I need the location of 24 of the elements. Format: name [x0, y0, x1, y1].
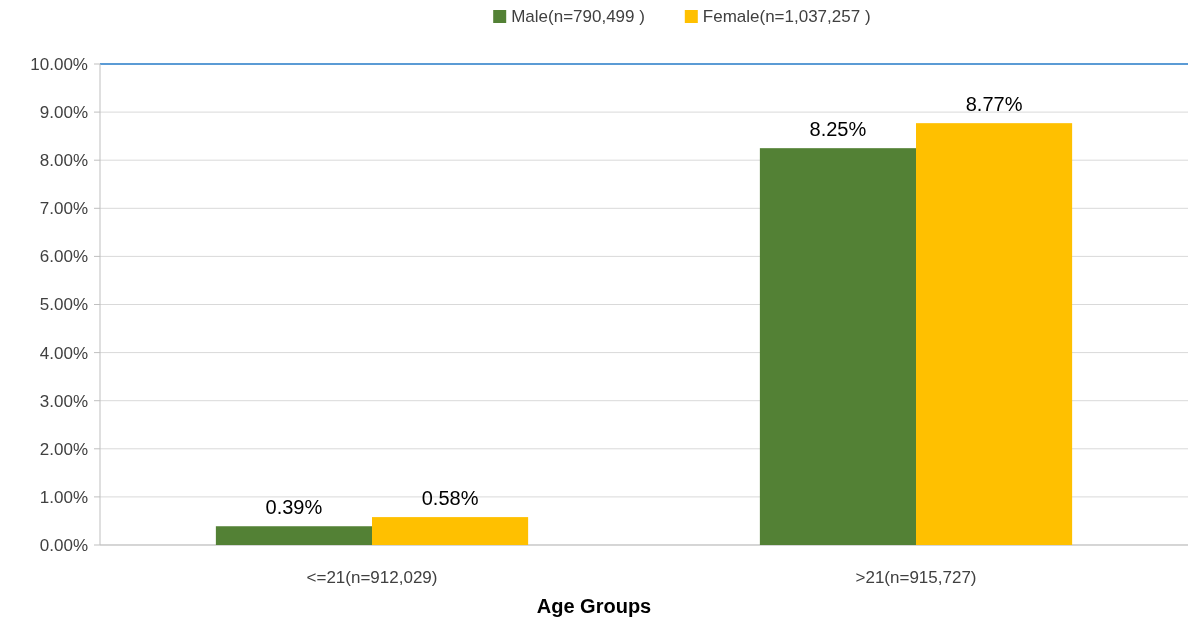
- bar: [916, 123, 1073, 545]
- y-tick-label: 5.00%: [39, 295, 88, 315]
- data-label: 8.77%: [965, 93, 1023, 116]
- bar: [372, 517, 529, 545]
- y-tick-label: 7.00%: [39, 199, 88, 219]
- y-tick-label: 0.00%: [39, 535, 88, 555]
- x-tick-label: >21(n=915,727): [855, 568, 977, 587]
- legend-label: Female(n=1,037,257 ): [702, 7, 871, 26]
- x-axis-title: Age Groups: [536, 595, 652, 617]
- y-tick-label: 6.00%: [39, 247, 88, 267]
- y-tick-label: 3.00%: [39, 391, 88, 411]
- y-tick-label: 2.00%: [39, 439, 88, 459]
- y-tick-label: 1.00%: [39, 487, 88, 507]
- data-label: 8.25%: [809, 118, 867, 141]
- legend-label: Male(n=790,499 ): [511, 7, 645, 26]
- y-tick-label: 10.00%: [30, 54, 88, 74]
- y-tick-label: 4.00%: [39, 343, 88, 363]
- bar: [759, 148, 916, 545]
- data-label: 0.58%: [421, 487, 479, 510]
- bar: [215, 526, 372, 545]
- x-tick-label: <=21(n=912,029): [306, 568, 438, 587]
- y-tick-label: 8.00%: [39, 151, 88, 171]
- data-label: 0.39%: [265, 496, 323, 519]
- y-tick-label: 9.00%: [39, 103, 88, 123]
